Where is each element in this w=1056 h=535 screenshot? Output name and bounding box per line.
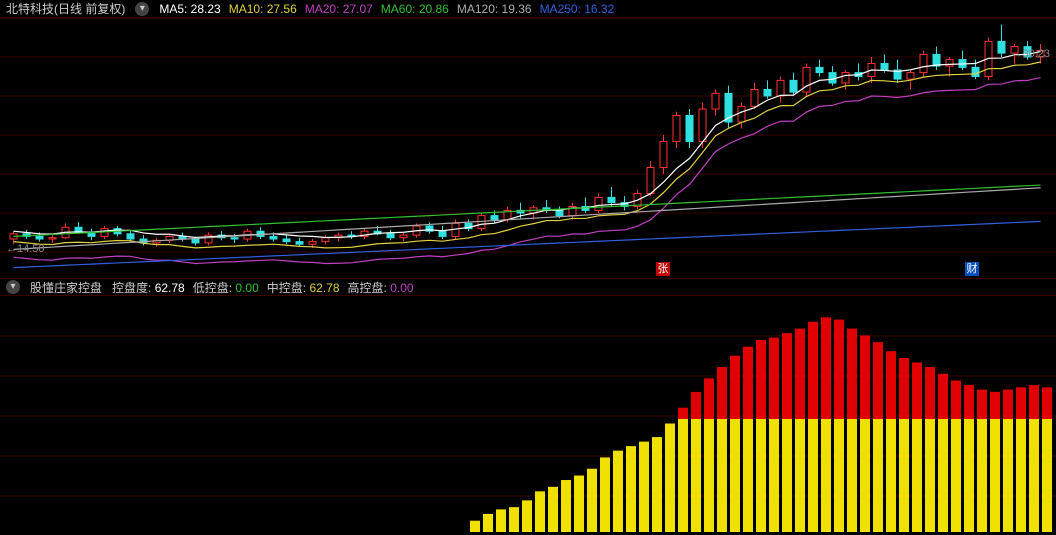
indicator-value: 高控盘: 0.00 — [348, 281, 414, 295]
right-price-label: →30.23 — [1011, 48, 1050, 60]
indicator-values: 控盘度: 62.78 低控盘: 0.00 中控盘: 62.78 高控盘: 0.00 — [112, 279, 422, 296]
ma-value: MA5: 28.23 — [159, 2, 220, 16]
left-price-label: ←14.50 — [6, 243, 45, 255]
ma-value: MA60: 20.86 — [381, 2, 449, 16]
ma-value: MA250: 16.32 — [540, 2, 615, 16]
candlestick-svg — [0, 18, 1056, 278]
expand-icon[interactable]: ▾ — [135, 2, 149, 16]
chart-marker[interactable]: 张 — [656, 262, 670, 276]
expand-icon[interactable]: ▾ — [6, 280, 20, 294]
ma-values: MA5: 28.23 MA10: 27.56 MA20: 27.07 MA60: 20… — [159, 2, 622, 16]
ma-value: MA120: 19.36 — [457, 2, 532, 16]
main-chart[interactable]: ←14.50 →30.23 张 财 — [0, 18, 1056, 278]
indicator-value: 控盘度: 62.78 — [112, 281, 185, 295]
indicator-chart[interactable] — [0, 296, 1056, 532]
bar-svg — [0, 296, 1056, 532]
stock-name: 北特科技(日线 前复权) — [6, 0, 125, 17]
chart-header: 北特科技(日线 前复权) ▾ MA5: 28.23 MA10: 27.56 MA20… — [0, 0, 1056, 18]
indicator-value: 中控盘: 62.78 — [267, 281, 340, 295]
chart-marker[interactable]: 财 — [965, 262, 979, 276]
indicator-header: ▾ 股懂庄家控盘 控盘度: 62.78 低控盘: 0.00 中控盘: 62.78 高控… — [0, 278, 1056, 296]
ma-value: MA10: 27.56 — [229, 2, 297, 16]
indicator-value: 低控盘: 0.00 — [193, 281, 259, 295]
ma-value: MA20: 27.07 — [305, 2, 373, 16]
indicator-name: 股懂庄家控盘 — [30, 279, 102, 296]
